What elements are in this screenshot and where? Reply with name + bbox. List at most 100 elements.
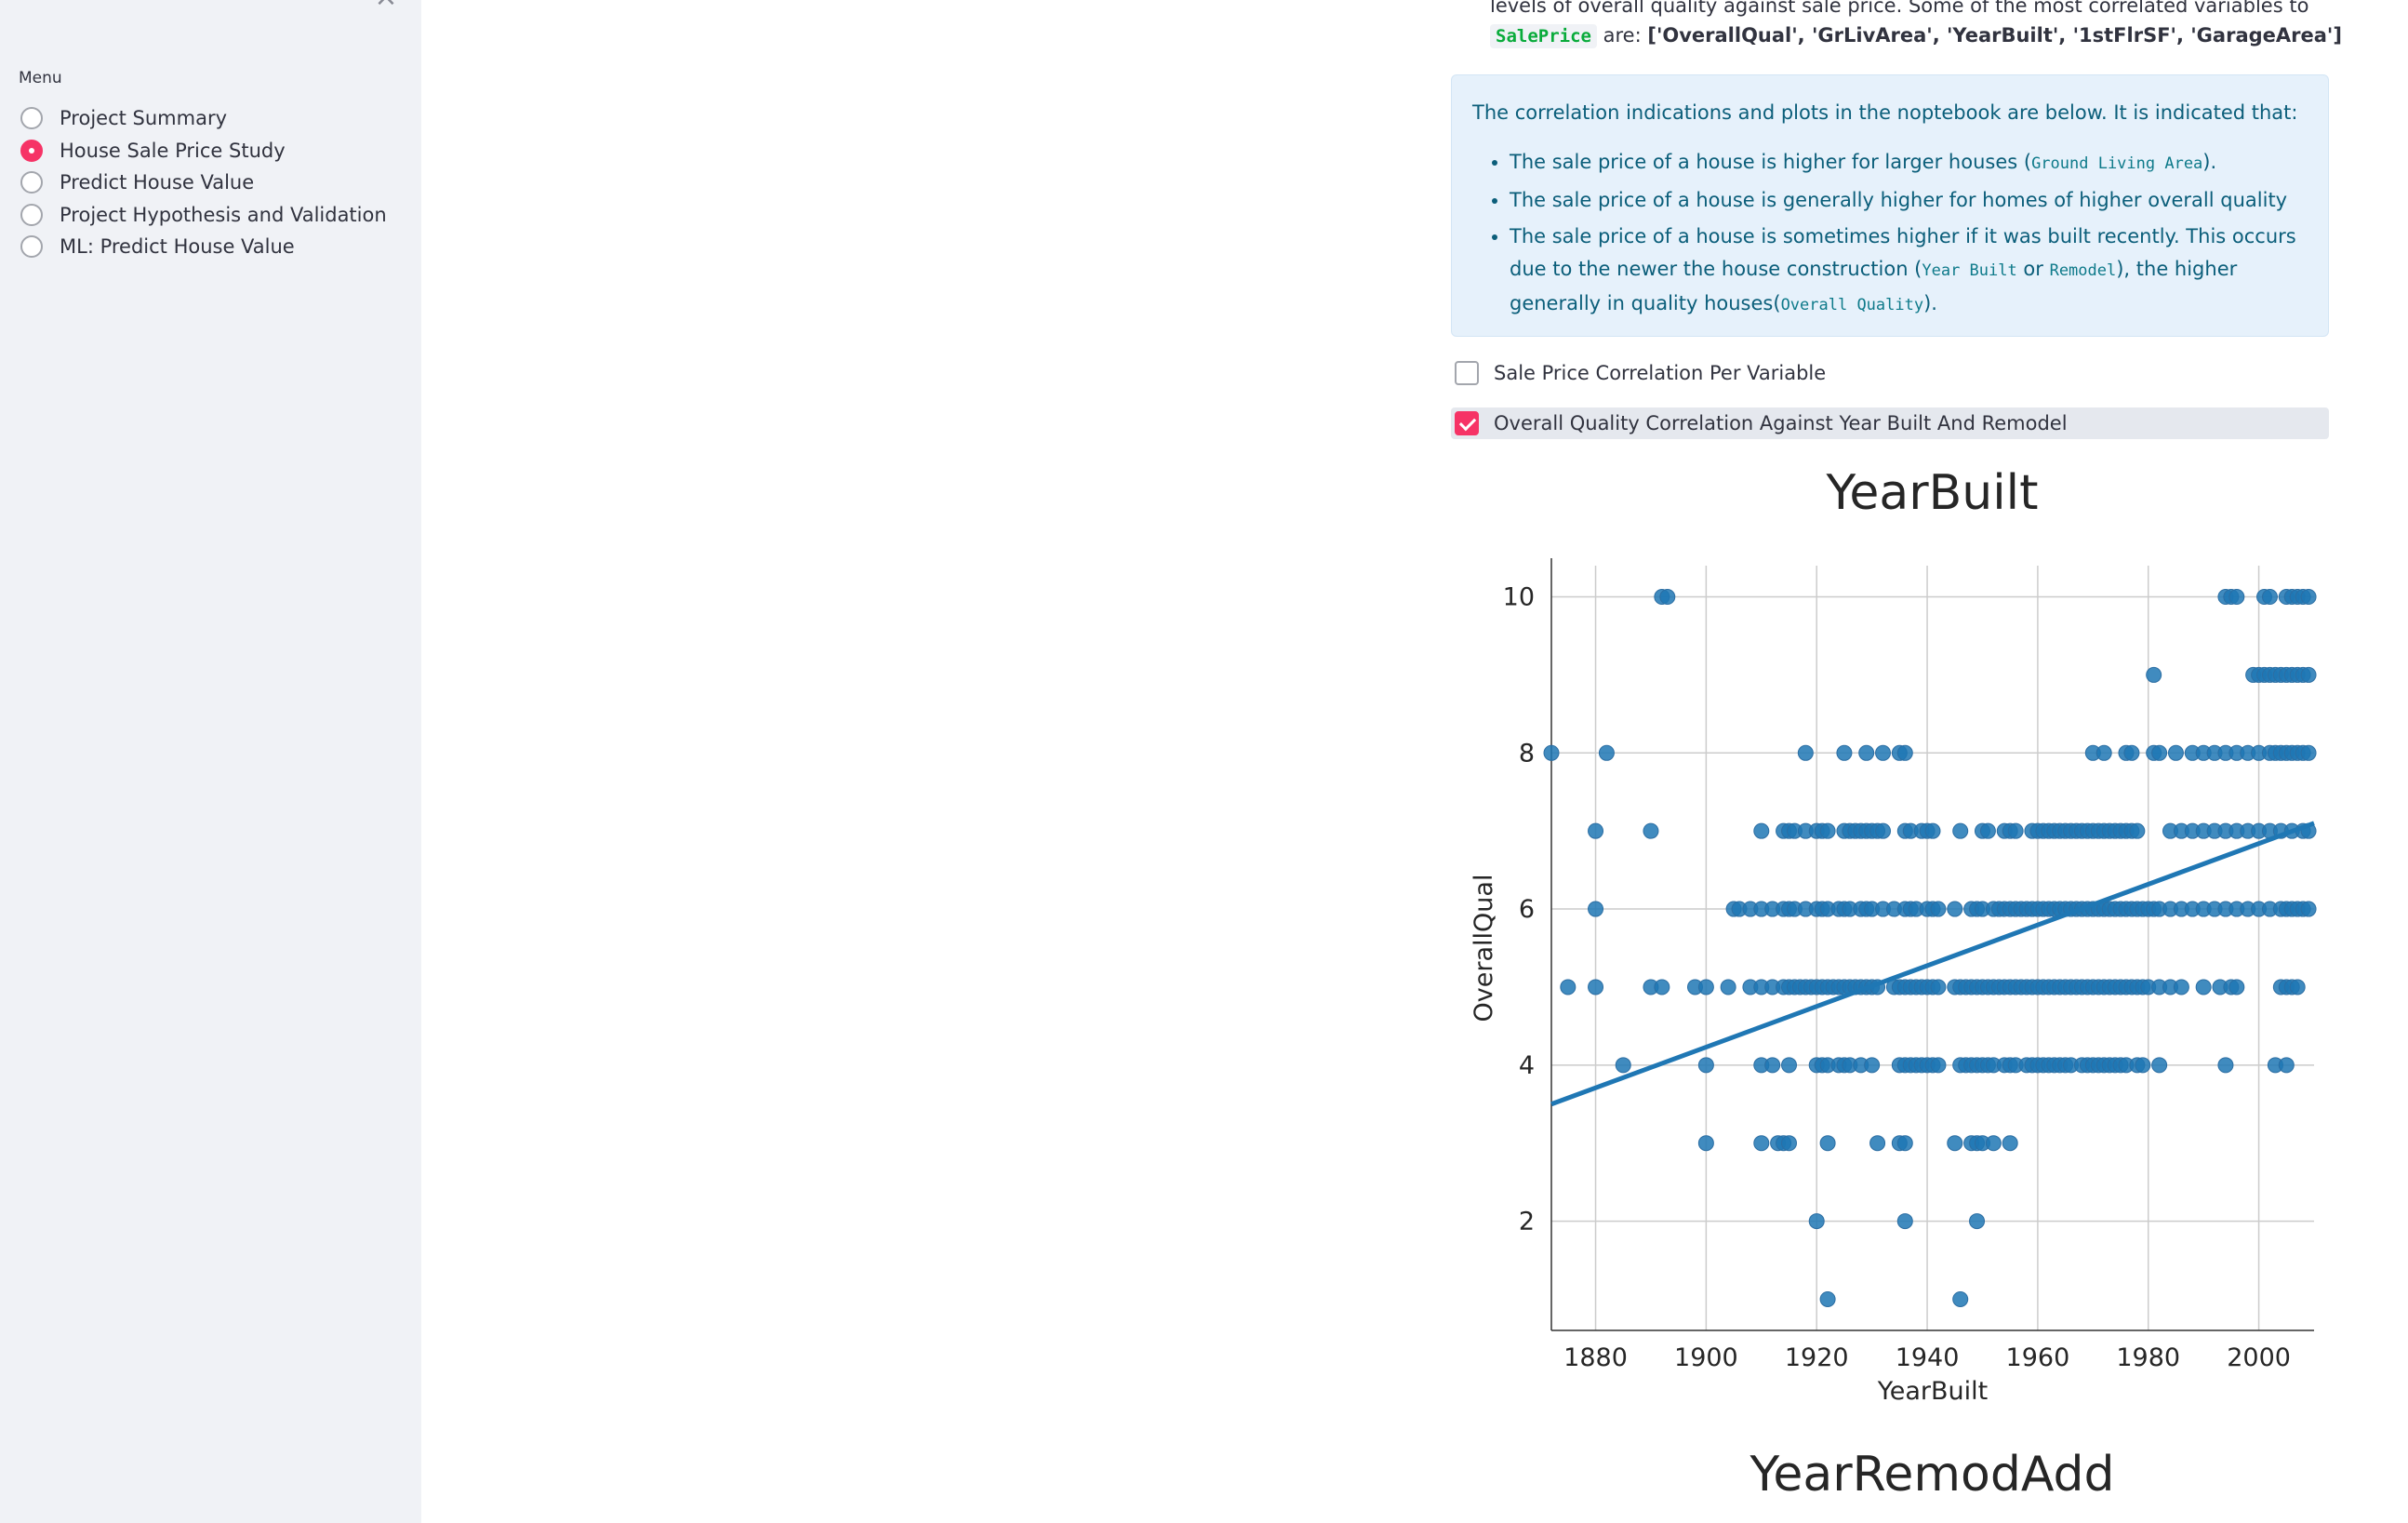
x-tick-label: 1900: [1674, 1343, 1738, 1372]
data-point: [1924, 822, 1941, 839]
x-tick-label: 1960: [2006, 1343, 2070, 1372]
info-lead-text: The correlation indications and plots in…: [1472, 101, 2298, 124]
checkbox-overall-quality-correlation[interactable]: Overall Quality Correlation Against Year…: [1451, 407, 2329, 439]
inline-code: Overall Quality: [1780, 296, 1924, 314]
data-point: [1659, 589, 1676, 606]
regression-line: [1550, 821, 2315, 1107]
data-point: [2228, 589, 2245, 606]
data-point: [1875, 744, 1892, 761]
data-point: [2123, 744, 2140, 761]
plot-axes: [1550, 558, 2314, 1331]
checkbox-sale-price-correlation[interactable]: Sale Price Correlation Per Variable: [1451, 357, 2329, 389]
menu-title: Menu: [19, 69, 62, 87]
data-point: [1896, 1135, 1913, 1152]
info-bullet: The sale price of a house is generally h…: [1510, 184, 2319, 217]
radio-button-icon[interactable]: [20, 203, 43, 226]
data-point: [1947, 1135, 1963, 1152]
data-point: [1819, 1290, 1836, 1307]
data-point: [1697, 1057, 1714, 1074]
data-point: [1864, 1057, 1881, 1074]
menu-item-predict-house-value[interactable]: Predict House Value: [20, 167, 387, 199]
data-point: [2151, 1057, 2168, 1074]
menu-item-project-summary[interactable]: Project Summary: [20, 102, 387, 135]
menu-item-label: Predict House Value: [60, 171, 255, 194]
data-point: [1896, 744, 1913, 761]
data-point: [1697, 979, 1714, 995]
data-point: [2095, 744, 2112, 761]
menu-radio-group: Project Summary House Sale Price Study P…: [20, 102, 387, 263]
data-point: [1952, 822, 1969, 839]
data-point: [2300, 666, 2317, 683]
data-point: [1615, 1057, 1631, 1074]
data-point: [1588, 979, 1604, 995]
data-point: [1869, 1135, 1886, 1152]
data-point: [1654, 979, 1670, 995]
inline-code: Ground Living Area: [2031, 154, 2203, 173]
menu-item-project-hypothesis[interactable]: Project Hypothesis and Validation: [20, 199, 387, 232]
radio-button-icon[interactable]: [20, 235, 43, 259]
data-point: [2151, 744, 2168, 761]
inline-code: Year Built: [1922, 261, 2017, 280]
y-tick-label: 4: [1519, 1051, 1535, 1080]
data-point: [2300, 901, 2317, 917]
data-point: [2007, 822, 2024, 839]
data-point: [1875, 822, 1892, 839]
data-point: [2300, 589, 2317, 606]
y-tick-label: 6: [1519, 895, 1535, 924]
bullet-text: ).: [2202, 151, 2217, 173]
data-point: [1764, 1057, 1781, 1074]
x-axis-label: YearBuilt: [1877, 1377, 1988, 1406]
data-point: [1979, 822, 1996, 839]
bullet-text: The sale price of a house is sometimes h…: [1510, 225, 2296, 280]
radio-button-selected-icon[interactable]: [20, 139, 43, 162]
data-point: [2146, 666, 2162, 683]
data-point: [1858, 744, 1875, 761]
data-point: [2217, 1057, 2234, 1074]
info-alert-box: The correlation indications and plots in…: [1451, 74, 2329, 337]
checkbox-label: Overall Quality Correlation Against Year…: [1494, 412, 2068, 434]
data-point: [1643, 822, 1659, 839]
checkbox-checked-icon[interactable]: [1455, 411, 1479, 435]
data-point: [1930, 979, 1947, 995]
data-point: [1753, 1135, 1770, 1152]
data-point: [1598, 744, 1615, 761]
inline-code: SalePrice: [1490, 24, 1597, 48]
data-point: [1819, 1135, 1836, 1152]
data-point: [2135, 1057, 2151, 1074]
chart-title-yearremodadd: YearRemodAdd: [1749, 1447, 2115, 1503]
close-sidebar-icon[interactable]: ×: [372, 0, 400, 11]
data-point: [2278, 1057, 2295, 1074]
data-point: [1947, 901, 1963, 917]
radio-button-icon[interactable]: [20, 171, 43, 194]
menu-item-label: Project Hypothesis and Validation: [60, 203, 387, 226]
data-point: [1930, 901, 1947, 917]
data-point: [1836, 744, 1853, 761]
data-point: [2173, 979, 2189, 995]
radio-button-icon[interactable]: [20, 107, 43, 130]
bullet-text: The sale price of a house is higher for …: [1510, 151, 2032, 173]
data-point: [1781, 1135, 1798, 1152]
checkbox-icon[interactable]: [1455, 361, 1479, 385]
menu-item-ml-predict-house-value[interactable]: ML: Predict House Value: [20, 231, 387, 263]
data-point: [1930, 1057, 1947, 1074]
x-tick-label: 1940: [1896, 1343, 1960, 1372]
data-point: [2002, 1135, 2018, 1152]
data-point: [2261, 589, 2278, 606]
data-point: [2129, 822, 2146, 839]
intro-text: levels of overall quality against sale p…: [1490, 0, 2309, 17]
data-point: [2195, 979, 2212, 995]
data-point: [2167, 744, 2184, 761]
data-point: [1588, 822, 1604, 839]
data-point: [1952, 1290, 1969, 1307]
menu-item-house-sale-price-study[interactable]: House Sale Price Study: [20, 135, 387, 167]
data-point: [1985, 1135, 2002, 1152]
data-point: [1781, 1057, 1798, 1074]
data-point: [1588, 901, 1604, 917]
data-point: [1896, 1213, 1913, 1230]
info-bullet: The sale price of a house is higher for …: [1510, 146, 2319, 180]
data-point: [2228, 979, 2245, 995]
info-bullet-list: The sale price of a house is higher for …: [1472, 146, 2319, 326]
data-point: [1819, 822, 1836, 839]
x-tick-label: 1880: [1563, 1343, 1628, 1372]
data-point: [2289, 979, 2306, 995]
